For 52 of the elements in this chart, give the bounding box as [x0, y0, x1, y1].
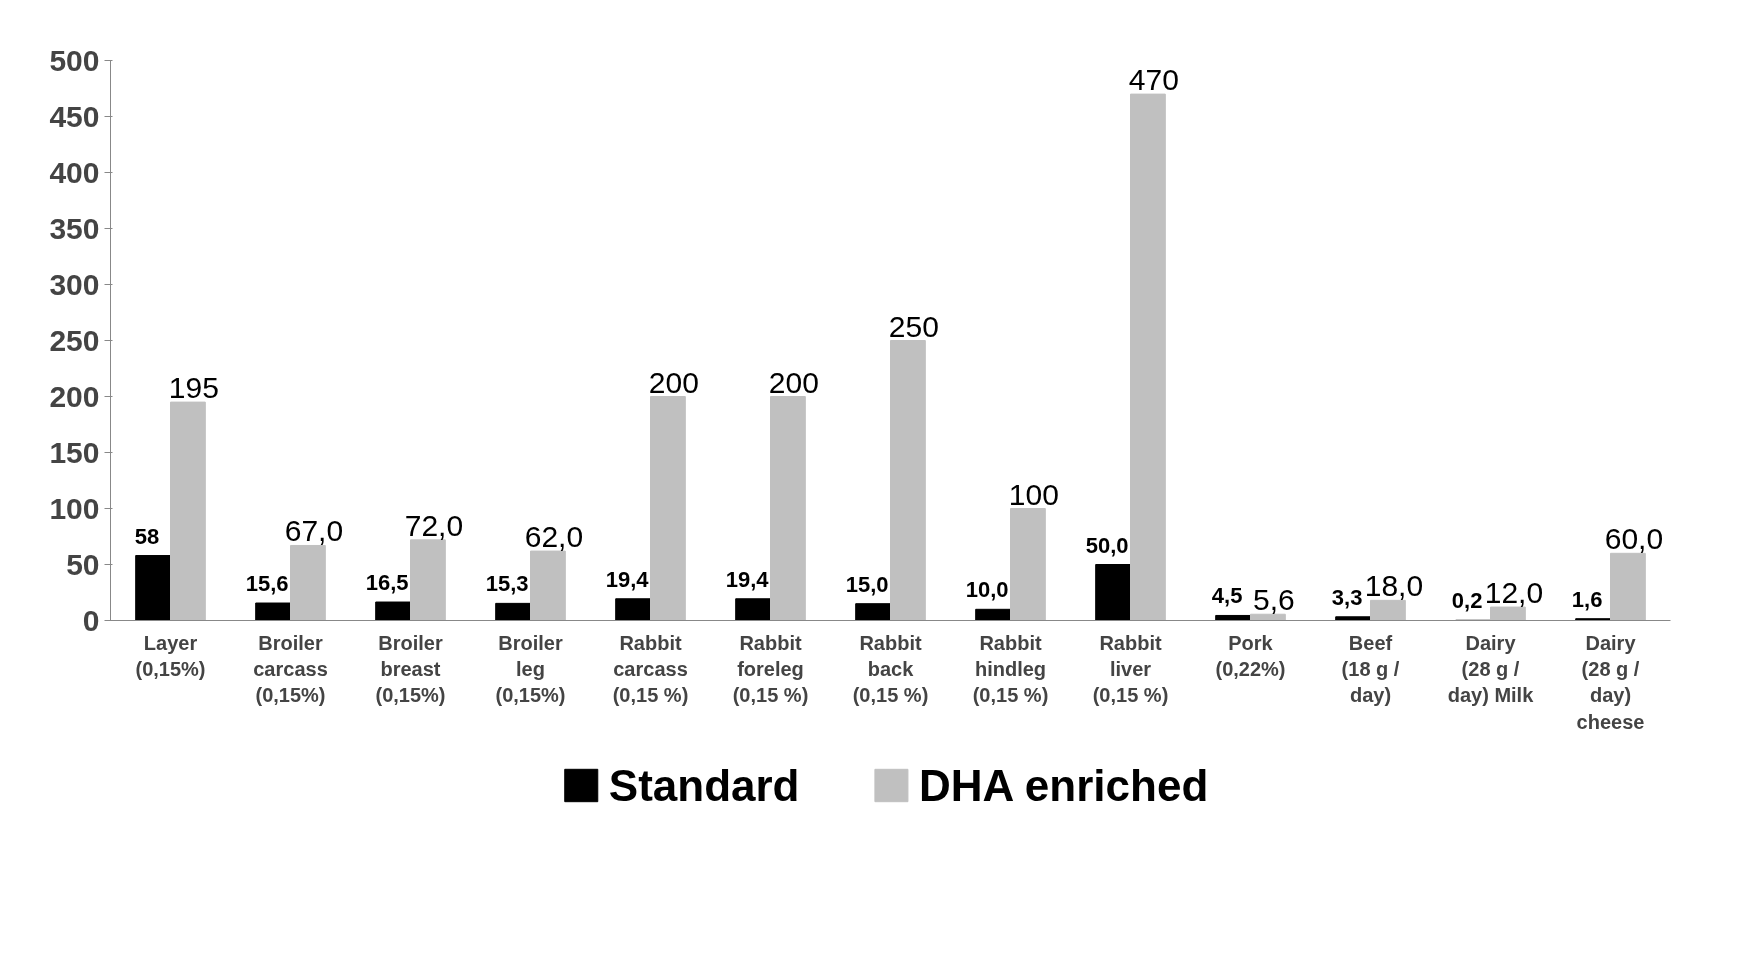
y-tick-label: 50	[66, 547, 100, 581]
data-label: 50,0	[1085, 532, 1129, 558]
legend-label: Standard	[608, 761, 800, 810]
x-tick-label: Broiler leg (0,15%)	[495, 631, 566, 707]
data-label: 19,4	[725, 566, 770, 592]
x-tick-label: Dairy (28 g / day) Milk	[1447, 631, 1535, 707]
data-label: 100	[1008, 477, 1059, 511]
data-label: 250	[888, 309, 939, 343]
y-tick-label: 200	[49, 379, 100, 413]
y-tick-label: 500	[49, 43, 100, 77]
x-tick-label: Layer (0,15%)	[135, 631, 206, 680]
y-tick-label: 0	[82, 603, 100, 637]
x-tick-label: Pork (0,22%)	[1215, 631, 1286, 680]
data-label: 15,0	[845, 571, 889, 597]
data-label: 3,3	[1331, 584, 1363, 610]
data-label: 200	[768, 365, 819, 399]
y-tick-label: 300	[49, 267, 100, 301]
data-label: 12,0	[1484, 576, 1544, 610]
y-tick-label: 150	[49, 435, 100, 469]
y-tick-label: 250	[49, 323, 100, 357]
data-label: 5,6	[1253, 583, 1295, 617]
data-label: 15,3	[485, 571, 529, 597]
data-label: 67,0	[284, 514, 344, 548]
x-tick-label: Rabbit carcass (0,15 %)	[612, 631, 689, 707]
x-tick-label: Broiler carcass (0,15%)	[253, 631, 328, 707]
data-label: 58	[134, 523, 160, 549]
x-tick-label: Rabbit liver (0,15 %)	[1092, 631, 1169, 707]
data-label: 0,2	[1451, 588, 1483, 614]
data-label: 200	[648, 365, 699, 399]
data-label: 62,0	[524, 520, 584, 554]
data-label: 72,0	[404, 508, 464, 542]
data-label: 16,5	[365, 570, 409, 596]
y-tick-label: 100	[49, 491, 100, 525]
legend-label: DHA enriched	[918, 761, 1209, 810]
y-tick-label: 400	[49, 155, 100, 189]
data-label: 15,6	[245, 571, 289, 597]
data-label: 19,4	[605, 566, 650, 592]
data-label: 4,5	[1211, 583, 1243, 609]
data-label: 195	[168, 371, 219, 405]
y-tick-label: 450	[49, 99, 100, 133]
data-label: 1,6	[1571, 586, 1603, 612]
x-tick-label: Dairy (28 g / day) cheese	[1576, 631, 1645, 733]
x-tick-label: Beef (18 g / day)	[1341, 631, 1400, 707]
x-tick-label: Rabbit hindleg (0,15 %)	[972, 631, 1049, 707]
data-label: 10,0	[965, 577, 1009, 603]
data-label: 18,0	[1364, 569, 1424, 603]
x-tick-label: Broiler breast (0,15%)	[375, 631, 446, 707]
data-label: 470	[1128, 63, 1179, 97]
y-tick-label: 350	[49, 211, 100, 245]
x-tick-label: Rabbit foreleg (0,15 %)	[732, 631, 809, 707]
x-tick-label: Rabbit back (0,15 %)	[852, 631, 929, 707]
data-label: 60,0	[1604, 522, 1664, 556]
